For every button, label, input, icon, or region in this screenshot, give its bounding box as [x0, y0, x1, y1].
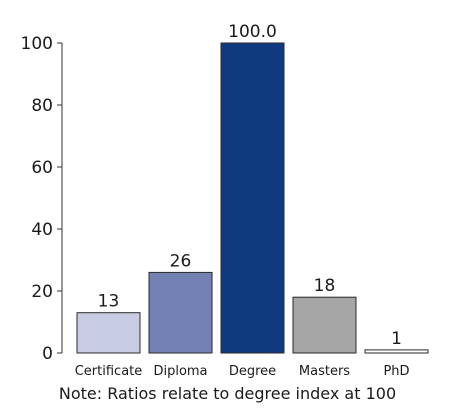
y-tick-label: 60	[31, 158, 53, 178]
bar-masters	[292, 296, 357, 354]
y-tick-label: 80	[31, 96, 53, 116]
bar-degree	[220, 42, 285, 354]
x-tick-label-certificate: Certificate	[75, 364, 143, 379]
bar-diploma	[148, 271, 213, 354]
data-label-certificate: 13	[98, 292, 120, 312]
x-tick-label-degree: Degree	[229, 364, 276, 379]
chart-note: Note: Ratios relate to degree index at 1…	[58, 384, 397, 403]
data-label-phd: 1	[391, 329, 402, 349]
bar-certificate	[76, 312, 141, 354]
data-label-diploma: 26	[170, 251, 192, 271]
x-tick-label-masters: Masters	[299, 364, 350, 379]
y-tick-label: 0	[42, 344, 53, 364]
x-tick-label-phd: PhD	[383, 364, 409, 379]
bar-phd	[364, 349, 429, 354]
y-tick-label: 40	[31, 220, 53, 240]
data-label-masters: 18	[314, 276, 336, 296]
y-tick-label: 100	[21, 34, 53, 54]
y-tick-label: 20	[31, 282, 53, 302]
x-tick-label-diploma: Diploma	[153, 364, 207, 379]
data-label-degree: 100.0	[228, 22, 277, 42]
